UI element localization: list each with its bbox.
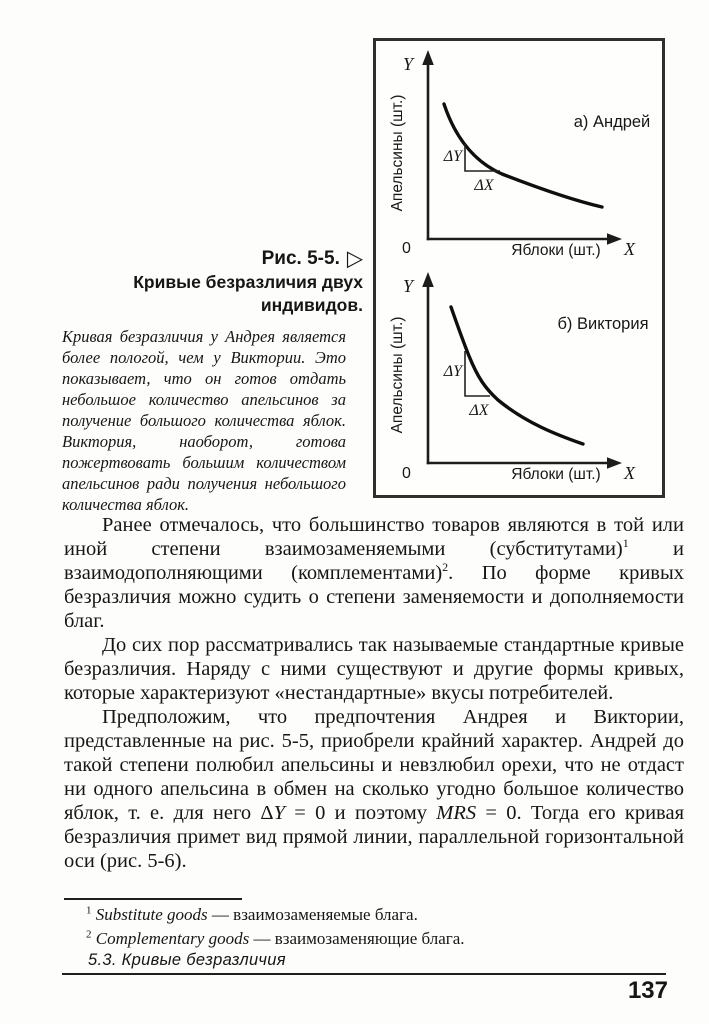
body-text: Ранее отмечалось, что большинство товаро… (64, 513, 684, 873)
panel-a-delta-y-label: ΔY (443, 148, 464, 165)
figure-box: Y 0 Апельсины (шт.) Яблоки (шт.) X ΔY ΔX… (373, 38, 665, 498)
page-number: 137 (627, 977, 668, 1004)
panel-a-chart: Y 0 Апельсины (шт.) Яблоки (шт.) X ΔY ΔX… (389, 50, 651, 259)
figure-caption-text: Кривая безразличия у Андрея является бол… (62, 327, 346, 514)
panel-b-y-axis-label: Апельсины (шт.) (389, 317, 406, 434)
figure-caption: Рис. 5-5. ▷ Кривые безразличия двух инди… (58, 246, 363, 515)
paragraph: Предположим, что предпочтения Андрея и В… (64, 706, 684, 872)
panel-b-tag: б) Виктория (557, 315, 648, 333)
panel-a-y-letter: Y (403, 54, 415, 74)
panel-b-x-axis-label: Яблоки (шт.) (511, 466, 600, 483)
panel-a-delta-step (464, 144, 500, 172)
panel-b-x-letter: X (623, 463, 636, 483)
footnote-list: 1 Substitute goods — взаимозаменяемые бл… (64, 903, 684, 951)
figure-pointer-icon: ▷ (346, 246, 363, 271)
panel-b-delta-y-label: ΔY (443, 363, 464, 380)
panel-a-x-letter: X (623, 239, 636, 259)
footer-rule (62, 973, 666, 975)
panel-a-y-arrow-icon (422, 50, 434, 65)
panel-a-x-axis-label: Яблоки (шт.) (511, 242, 600, 259)
panel-a-indifference-curve (442, 102, 604, 209)
panel-b-delta-x-label: ΔX (468, 402, 489, 419)
figure-label: Рис. 5-5. (261, 248, 340, 269)
paragraph: До сих пор рассматривались так называемы… (64, 634, 684, 704)
footnote: 1 Substitute goods — взаимозаменяемые бл… (86, 904, 418, 924)
paragraphs: Ранее отмечалось, что большинство товаро… (64, 513, 684, 873)
panel-b-origin-label: 0 (402, 465, 411, 482)
footnote: 2 Complementary goods — взаимозаменяющие… (86, 928, 465, 948)
panel-b-indifference-curve (449, 305, 585, 446)
panel-b-x-arrow-icon (607, 457, 622, 469)
panel-a-y-axis-label: Апельсины (шт.) (389, 95, 406, 212)
section-title: 5.3. Кривые безразличия (88, 951, 286, 969)
figure-caption-heading: Рис. 5-5. ▷ (58, 246, 363, 271)
footnote-separator (64, 898, 242, 900)
paragraph: Ранее отмечалось, что большинство товаро… (64, 514, 684, 632)
panel-b-y-letter: Y (403, 276, 415, 296)
panel-a-origin-label: 0 (402, 240, 411, 257)
panel-b-delta-step (464, 351, 490, 397)
panel-a-x-arrow-icon (607, 233, 622, 245)
panel-a-tag: а) Андрей (574, 113, 651, 131)
figure-caption-title: Кривые безразличия двух индивидов. (133, 272, 363, 315)
footnotes: 1 Substitute goods — взаимозаменяемые бл… (64, 898, 684, 951)
panel-a-delta-x-label: ΔX (473, 177, 494, 194)
panel-b-chart: Y 0 Апельсины (шт.) Яблоки (шт.) X ΔY ΔX… (389, 272, 649, 483)
panel-b-y-arrow-icon (422, 272, 434, 287)
